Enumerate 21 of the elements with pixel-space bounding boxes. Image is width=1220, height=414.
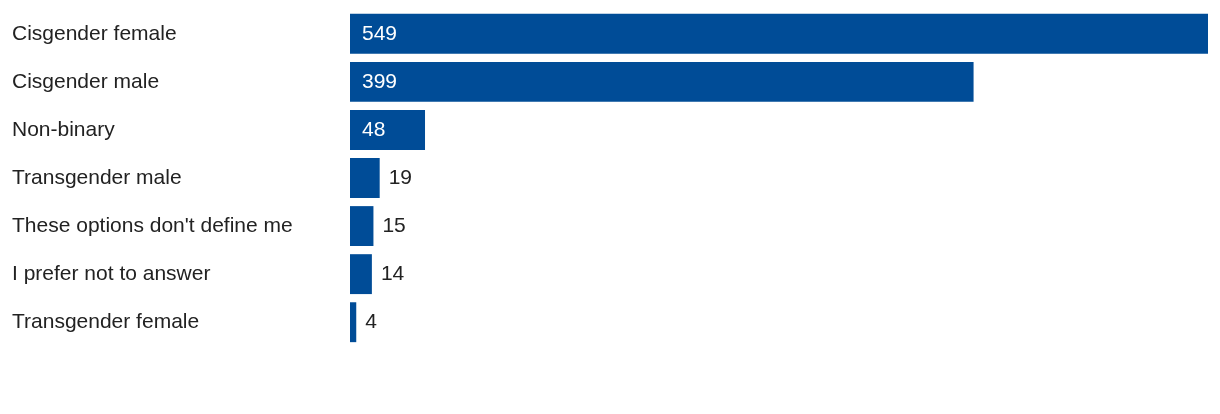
y-tick-label: Non-binary (12, 116, 116, 140)
data-label: 48 (362, 116, 386, 140)
bar (350, 254, 372, 295)
data-label: 15 (382, 213, 406, 237)
bar (350, 302, 357, 343)
y-tick-label: These options don't define me (12, 213, 293, 237)
data-label: 399 (362, 68, 398, 92)
bar (350, 158, 380, 198)
bar (350, 13, 1208, 54)
bar (350, 109, 426, 150)
data-label: 549 (362, 20, 398, 44)
y-tick-label: Transgender female (12, 309, 200, 333)
y-tick-label: Transgender male (12, 165, 182, 188)
bar (350, 61, 974, 102)
y-tick-label: I prefer not to answer (12, 261, 211, 285)
bar (350, 206, 374, 247)
y-tick-label: Cisgender male (12, 68, 160, 92)
data-label: 19 (388, 165, 413, 188)
data-label: 4 (365, 309, 378, 333)
data-label: 14 (380, 261, 405, 285)
y-tick-label: Cisgender female (12, 20, 177, 44)
